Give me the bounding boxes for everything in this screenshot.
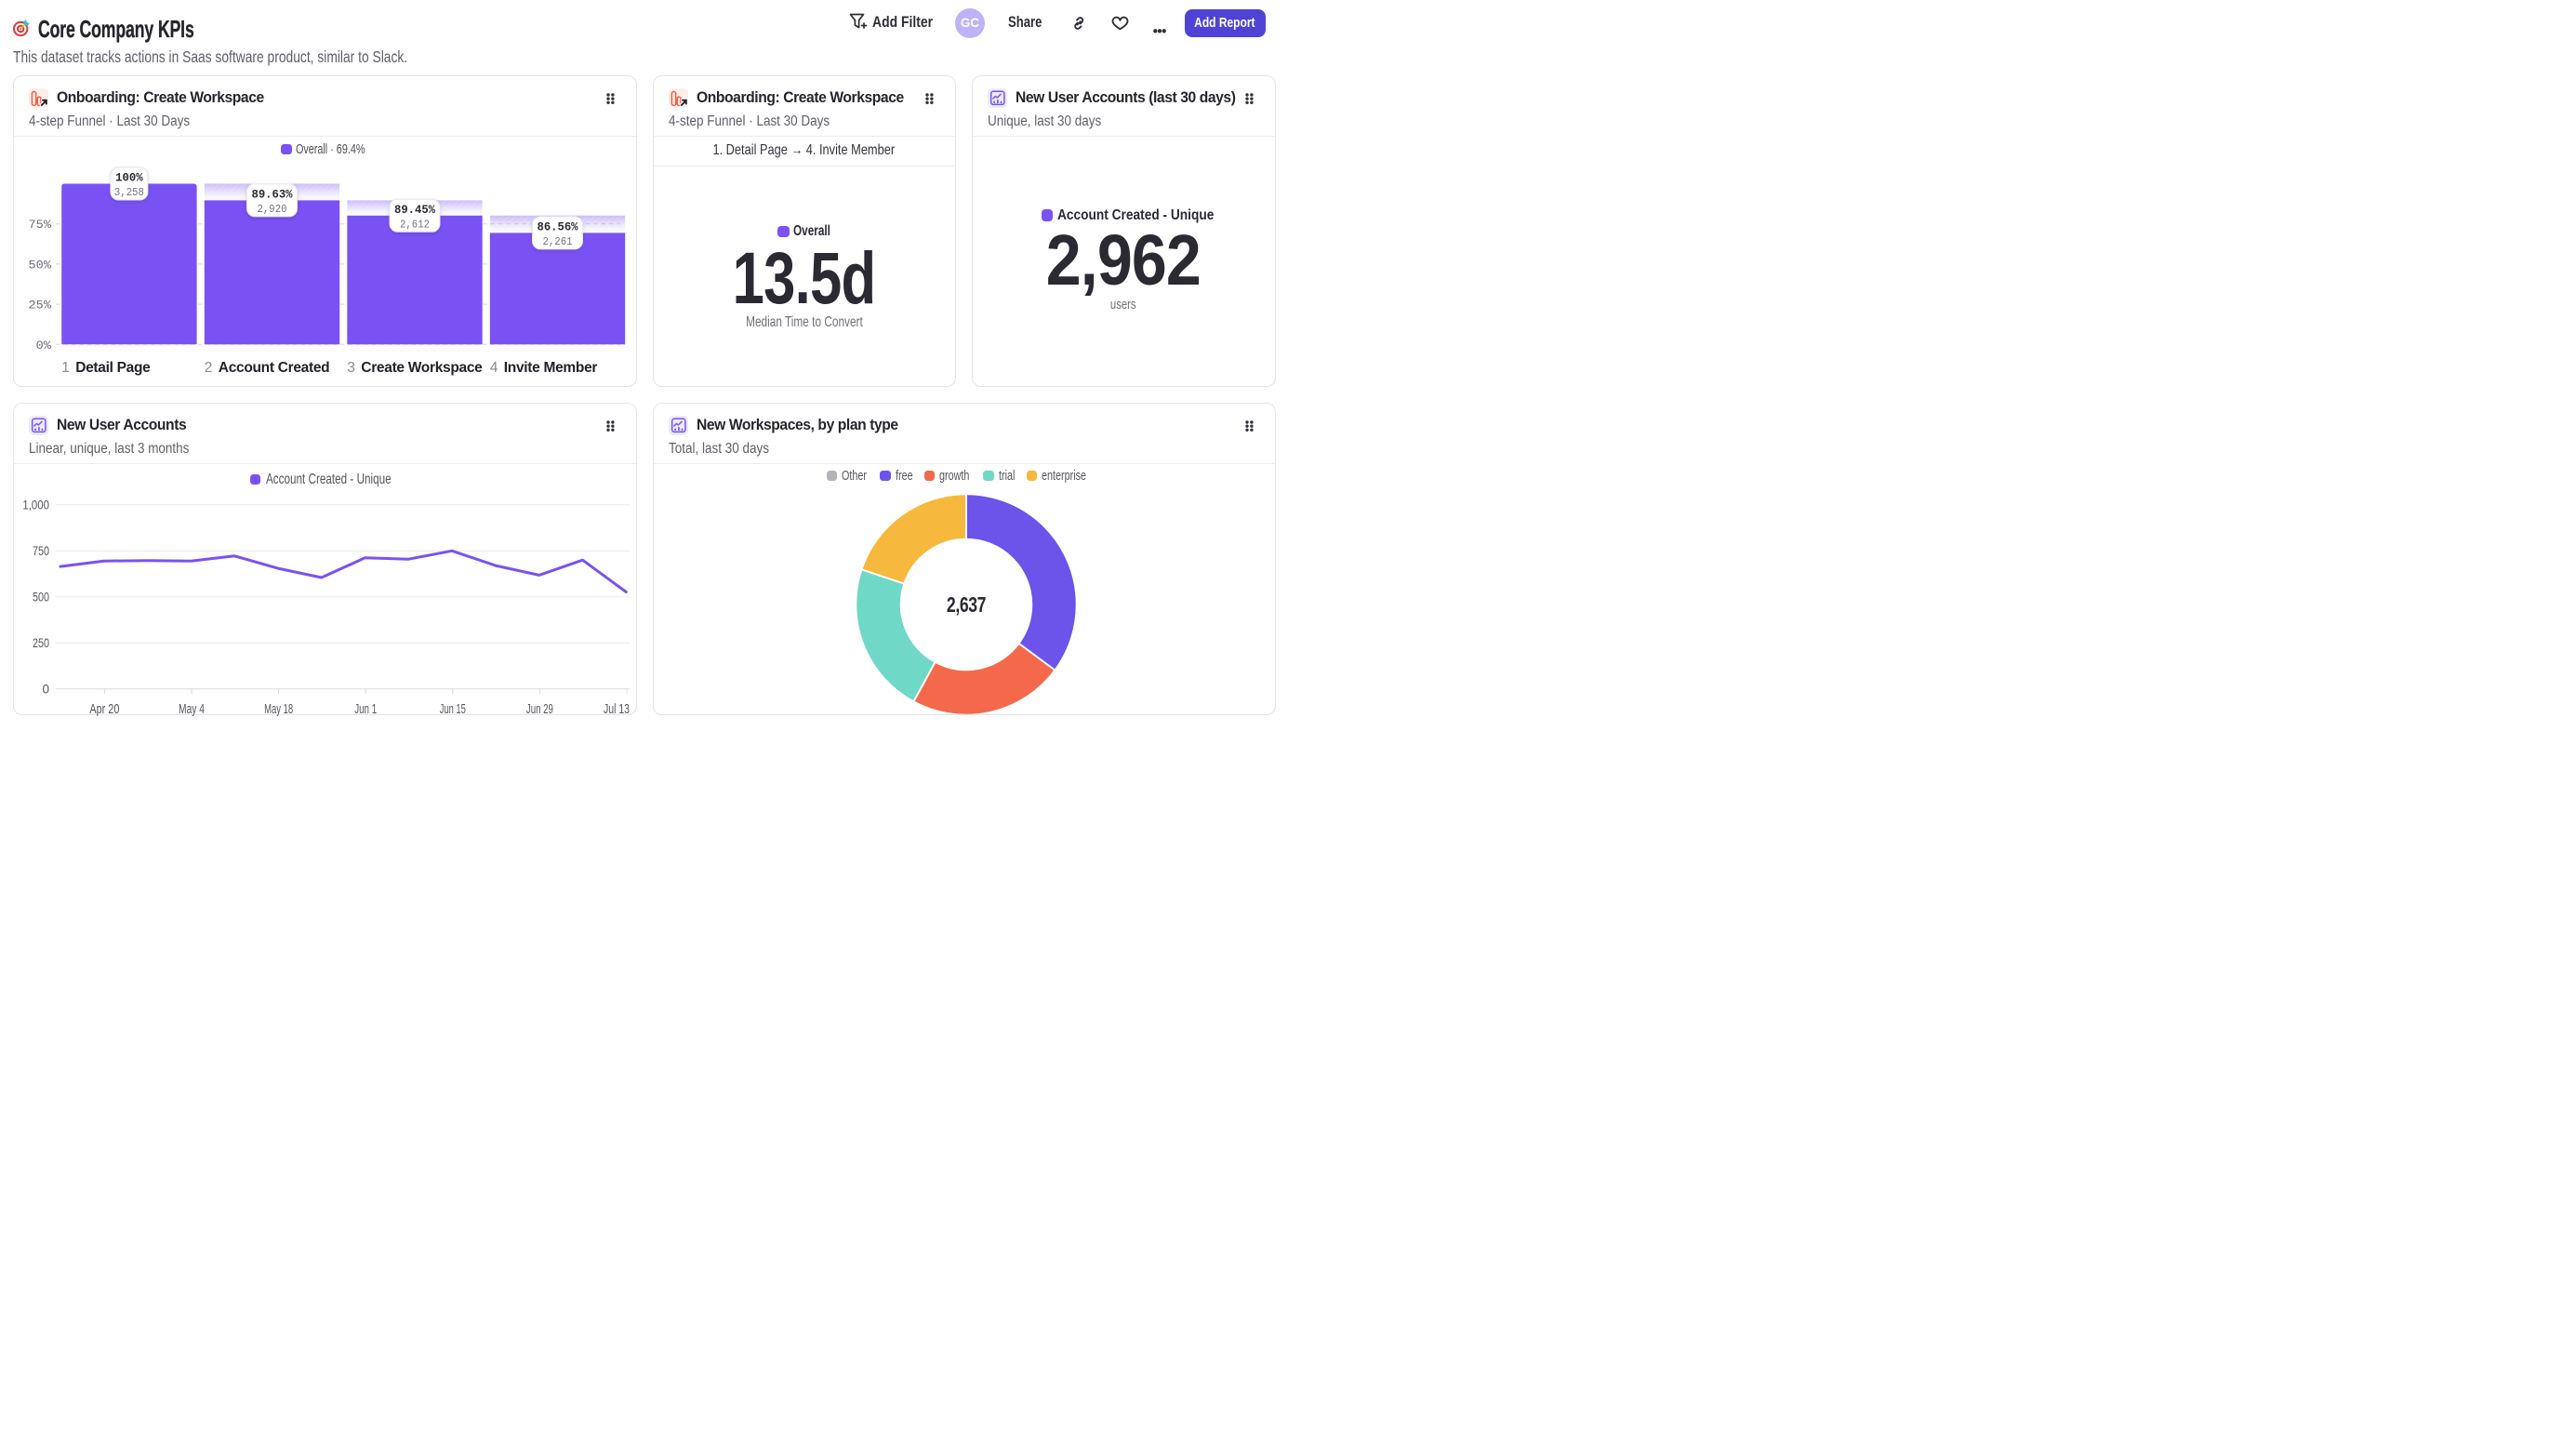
svg-text:89.45%: 89.45% — [394, 203, 435, 217]
svg-text:3,258: 3,258 — [114, 186, 144, 199]
svg-text:Jul 13: Jul 13 — [604, 701, 630, 717]
svg-text:86.56%: 86.56% — [538, 219, 578, 233]
svg-text:Account Created: Account Created — [219, 360, 330, 376]
svg-text:3: 3 — [347, 360, 354, 376]
svg-text:Detail Page: Detail Page — [75, 360, 151, 376]
svg-text:0: 0 — [42, 682, 49, 696]
svg-text:25%: 25% — [29, 299, 52, 312]
svg-text:2,920: 2,920 — [258, 203, 287, 216]
svg-text:75%: 75% — [29, 218, 52, 232]
svg-text:100%: 100% — [115, 171, 143, 185]
svg-text:50%: 50% — [29, 258, 52, 272]
svg-text:2,612: 2,612 — [400, 218, 430, 231]
svg-text:Create Workspace: Create Workspace — [361, 360, 483, 376]
svg-text:2,261: 2,261 — [543, 235, 573, 248]
svg-text:Apr 20: Apr 20 — [89, 701, 119, 717]
svg-text:May 18: May 18 — [264, 701, 293, 717]
svg-text:2,637: 2,637 — [946, 592, 985, 617]
svg-text:Jun 15: Jun 15 — [440, 701, 466, 717]
svg-text:1,000: 1,000 — [22, 498, 49, 512]
svg-text:0%: 0% — [36, 339, 52, 352]
svg-text:750: 750 — [33, 544, 49, 558]
svg-text:Invite Member: Invite Member — [504, 360, 598, 376]
svg-text:Jun 1: Jun 1 — [354, 701, 377, 717]
svg-text:89.63%: 89.63% — [252, 187, 293, 201]
svg-text:Jun 29: Jun 29 — [526, 701, 553, 717]
svg-text:500: 500 — [33, 590, 49, 604]
svg-text:4: 4 — [490, 360, 498, 376]
svg-text:250: 250 — [33, 636, 49, 650]
svg-text:1: 1 — [61, 360, 69, 376]
svg-text:May 4: May 4 — [179, 701, 205, 717]
svg-text:2: 2 — [205, 360, 212, 376]
